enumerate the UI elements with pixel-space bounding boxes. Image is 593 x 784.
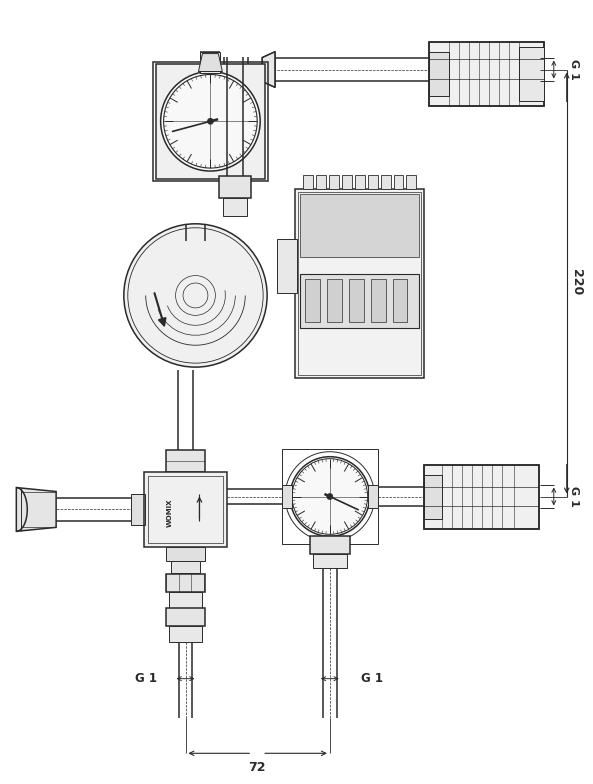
Circle shape — [124, 223, 267, 367]
Bar — [368, 485, 378, 509]
Bar — [168, 592, 202, 608]
Bar — [295, 189, 425, 378]
Polygon shape — [17, 488, 56, 532]
Bar — [298, 192, 422, 375]
Bar — [406, 175, 416, 189]
Bar — [165, 450, 205, 472]
Bar — [152, 62, 268, 181]
Bar — [349, 278, 364, 322]
Bar — [168, 472, 202, 492]
Text: G 1: G 1 — [135, 672, 157, 685]
Text: G 1: G 1 — [361, 672, 382, 685]
Bar — [342, 175, 352, 189]
Bar — [300, 274, 419, 328]
Bar — [148, 476, 224, 543]
Bar — [156, 64, 265, 179]
Bar — [429, 42, 544, 107]
Bar — [429, 42, 544, 107]
Bar — [303, 175, 313, 189]
Bar — [429, 52, 449, 96]
Polygon shape — [262, 52, 275, 88]
Circle shape — [290, 457, 369, 536]
Text: G 1: G 1 — [569, 486, 579, 507]
Bar — [371, 278, 385, 322]
Bar — [368, 175, 378, 189]
Bar — [168, 626, 202, 642]
Polygon shape — [199, 53, 222, 71]
Bar — [165, 608, 205, 626]
Bar — [282, 448, 378, 544]
Bar — [355, 175, 365, 189]
Bar — [131, 493, 145, 525]
Bar — [171, 561, 200, 573]
Bar — [300, 194, 419, 256]
Bar — [381, 175, 391, 189]
Bar — [425, 465, 539, 529]
Bar — [305, 278, 320, 322]
Bar — [165, 492, 205, 510]
Bar — [519, 46, 544, 101]
Bar — [316, 175, 326, 189]
Bar — [277, 238, 297, 293]
Text: WOMIX: WOMIX — [167, 498, 173, 527]
Bar — [425, 474, 442, 520]
Bar — [313, 554, 347, 568]
Text: 220: 220 — [570, 270, 583, 296]
Bar — [310, 536, 350, 554]
Bar — [219, 176, 251, 198]
Bar — [425, 465, 539, 529]
Bar — [165, 574, 205, 592]
Text: 72: 72 — [248, 760, 266, 774]
Bar — [165, 547, 205, 561]
Text: G 1: G 1 — [569, 59, 579, 80]
Bar — [393, 278, 407, 322]
Circle shape — [327, 493, 333, 499]
Bar — [224, 198, 247, 216]
Bar — [327, 278, 342, 322]
Circle shape — [161, 71, 260, 171]
Bar — [200, 52, 221, 74]
Bar — [394, 175, 403, 189]
Bar — [329, 175, 339, 189]
Circle shape — [208, 118, 213, 124]
Bar — [144, 472, 227, 547]
Bar — [282, 485, 292, 509]
